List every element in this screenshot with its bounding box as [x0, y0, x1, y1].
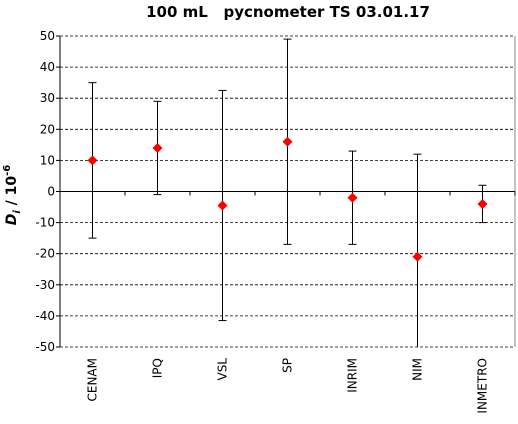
marker	[282, 136, 293, 147]
x-tick-label: VSL	[216, 358, 230, 381]
marker	[412, 251, 423, 262]
x-tick-label: SP	[281, 358, 295, 373]
y-tick-label: 50	[40, 29, 55, 43]
x-tick-label: INRIM	[346, 358, 360, 393]
y-tick-label: -50	[35, 340, 55, 354]
x-tick-label: IPQ	[151, 358, 165, 378]
plot-area	[87, 38, 488, 347]
y-tick-label: 20	[40, 122, 55, 136]
marker	[217, 200, 228, 211]
y-axis-label: Di / 10-6	[2, 165, 23, 226]
y-tick-label: -40	[35, 309, 55, 323]
y-label-subscript: i	[12, 210, 23, 214]
x-tick-label: INMETRO	[476, 358, 490, 414]
y-label-symbol: D	[4, 214, 20, 226]
y-tick-label: -20	[35, 247, 55, 261]
chart-title: 100 mL pycnometer TS 03.01.17	[146, 3, 430, 21]
y-label-exponent: -6	[2, 165, 13, 176]
y-label-unit: / 10	[4, 176, 20, 211]
marker	[347, 192, 358, 203]
marker	[152, 142, 163, 153]
x-tick-label: CENAM	[86, 358, 100, 402]
y-tick-label: -30	[35, 278, 55, 292]
marker	[87, 155, 98, 166]
x-tick-label: NIM	[411, 358, 425, 381]
y-tick-label: 30	[40, 91, 55, 105]
y-tick-label: 40	[40, 60, 55, 74]
y-tick-label: -10	[35, 216, 55, 230]
y-tick-label: 0	[47, 185, 55, 199]
y-tick-label: 10	[40, 153, 55, 167]
marker	[477, 198, 488, 209]
